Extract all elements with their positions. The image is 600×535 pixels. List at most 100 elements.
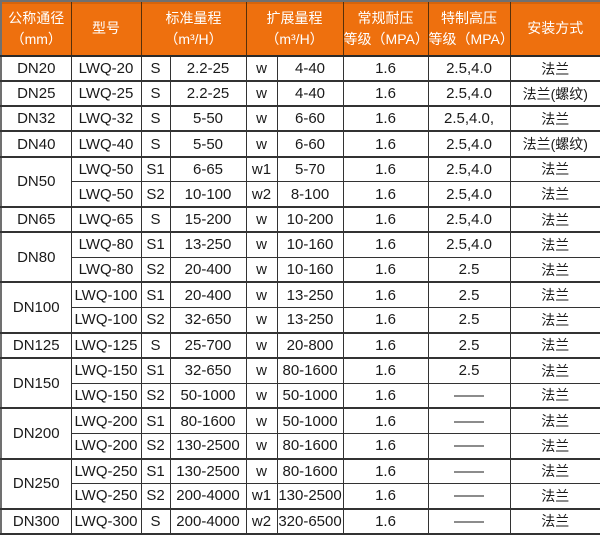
cell-installation: 法兰 [509,281,600,309]
cell-regular-pressure: 1.6 [342,54,429,83]
cell-ext-code: w [245,382,278,410]
cell-ext-code: w [245,105,278,133]
table-row: DN300 LWQ-300 S 200-4000 w2 320-6500 1.6… [0,507,600,535]
cell-ext-code: w [245,331,278,359]
cell-high-pressure: 2.5,4.0, [427,105,511,133]
cell-dn: DN40 [0,130,72,158]
cell-high-pressure: 2.5,4.0 [427,205,511,234]
cell-std-code: S [140,205,171,234]
cell-ext-range: 80-1600 [276,356,344,384]
cell-model: LWQ-25 [70,80,142,108]
cell-std-range: 10-100 [169,181,247,208]
cell-model: LWQ-80 [70,256,142,284]
cell-std-range: 5-50 [169,130,247,158]
cell-installation: 法兰 [509,155,600,183]
cell-model: LWQ-80 [70,231,142,258]
cell-dn: DN32 [0,105,72,133]
cell-ext-code: w [245,205,278,234]
cell-high-pressure: —— [427,407,511,434]
cell-ext-range: 10-160 [276,231,344,258]
cell-ext-range: 13-250 [276,307,344,334]
cell-high-pressure: 2.5 [427,331,511,359]
cell-regular-pressure: 1.6 [342,231,429,258]
cell-high-pressure: —— [427,507,511,535]
table-row: DN80 LWQ-80 S1 13-250 w 10-160 1.6 2.5,4… [0,231,600,283]
cell-ext-code: w [245,281,278,309]
cell-regular-pressure: 1.6 [342,457,429,485]
table-row: LWQ-80 S2 20-400 w 10-160 1.6 2.5 法兰 [1,256,600,284]
cell-high-pressure: 2.5,4.0 [427,181,511,208]
cell-ext-code: w1 [245,155,278,183]
cell-std-range: 130-2500 [169,457,247,485]
cell-ext-range: 6-60 [276,105,344,133]
cell-regular-pressure: 1.6 [342,281,429,309]
cell-ext-range: 13-250 [276,281,344,309]
cell-std-range: 32-650 [169,307,247,334]
cell-ext-range: 50-1000 [276,407,344,434]
cell-installation: 法兰 [509,507,600,535]
cell-model: LWQ-250 [70,457,142,485]
cell-high-pressure: —— [427,382,511,410]
cell-std-code: S [140,80,171,108]
cell-ext-range: 10-160 [276,256,344,284]
cell-std-code: S [140,331,171,359]
cell-regular-pressure: 1.6 [342,80,429,108]
cell-ext-range: 4-40 [276,80,344,108]
cell-ext-range: 6-60 [276,130,344,158]
cell-installation: 法兰 [509,457,600,485]
cell-model: LWQ-125 [70,331,142,359]
cell-dn: DN100 [0,281,72,334]
cell-std-code: S2 [140,181,171,208]
table-row: LWQ-100 S2 32-650 w 13-250 1.6 2.5 法兰 [1,307,600,334]
cell-model: LWQ-150 [70,382,142,410]
cell-installation: 法兰 [509,54,600,83]
cell-regular-pressure: 1.6 [342,382,429,410]
cell-high-pressure: —— [427,483,511,510]
cell-high-pressure: 2.5,4.0 [427,155,511,183]
cell-std-code: S1 [140,155,171,183]
cell-regular-pressure: 1.6 [342,356,429,384]
cell-std-code: S [140,507,171,535]
cell-dn: DN80 [0,231,72,283]
cell-model: LWQ-40 [70,130,142,158]
cell-model: LWQ-20 [70,54,142,83]
table-row: DN250 LWQ-250 S1 130-2500 w 80-1600 1.6 … [0,457,600,510]
cell-installation: 法兰 [509,331,600,359]
table-row: LWQ-150 S2 50-1000 w 50-1000 1.6 —— 法兰 [1,382,600,410]
cell-regular-pressure: 1.6 [342,105,429,133]
cell-ext-range: 320-6500 [276,507,344,535]
cell-std-range: 13-250 [169,231,247,258]
cell-regular-pressure: 1.6 [342,307,429,334]
cell-model: LWQ-50 [70,181,142,208]
cell-high-pressure: 2.5,4.0 [427,80,511,108]
cell-std-range: 80-1600 [169,407,247,434]
cell-dn: DN65 [0,205,72,234]
cell-dn: DN300 [0,507,72,535]
cell-std-range: 130-2500 [169,432,247,460]
cell-std-code: S2 [140,256,171,284]
cell-std-range: 15-200 [169,205,247,234]
cell-model: LWQ-250 [70,483,142,510]
cell-ext-code: w [245,356,278,384]
cell-std-code: S2 [140,307,171,334]
cell-installation: 法兰 [509,256,600,284]
table-row: DN40 LWQ-40 S 5-50 w 6-60 1.6 2.5,4.0 法兰… [0,130,600,158]
header-row: 公称通径 （mm） 型号 标准量程 （m³/H） 扩展量程 （m³/H） 常规耐… [0,0,600,57]
cell-dn: DN250 [0,457,72,510]
cell-std-range: 20-400 [169,281,247,309]
cell-std-code: S1 [140,281,171,309]
cell-installation: 法兰 [509,181,600,208]
table-row: DN125 LWQ-125 S 25-700 w 20-800 1.6 2.5 … [0,331,600,359]
cell-installation: 法兰 [509,432,600,460]
table-row: DN200 LWQ-200 S1 80-1600 w 50-1000 1.6 —… [0,407,600,460]
cell-model: LWQ-50 [70,155,142,183]
cell-dn: DN200 [0,407,72,460]
cell-std-code: S1 [140,457,171,485]
table-row: DN20 LWQ-20 S 2.2-25 w 4-40 1.6 2.5,4.0 … [0,54,600,83]
cell-ext-range: 8-100 [276,181,344,208]
table-row: LWQ-50 S2 10-100 w2 8-100 1.6 2.5,4.0 法兰 [1,181,600,208]
cell-installation: 法兰(螺纹) [509,80,600,108]
cell-ext-range: 50-1000 [276,382,344,410]
cell-dn: DN20 [0,54,72,83]
